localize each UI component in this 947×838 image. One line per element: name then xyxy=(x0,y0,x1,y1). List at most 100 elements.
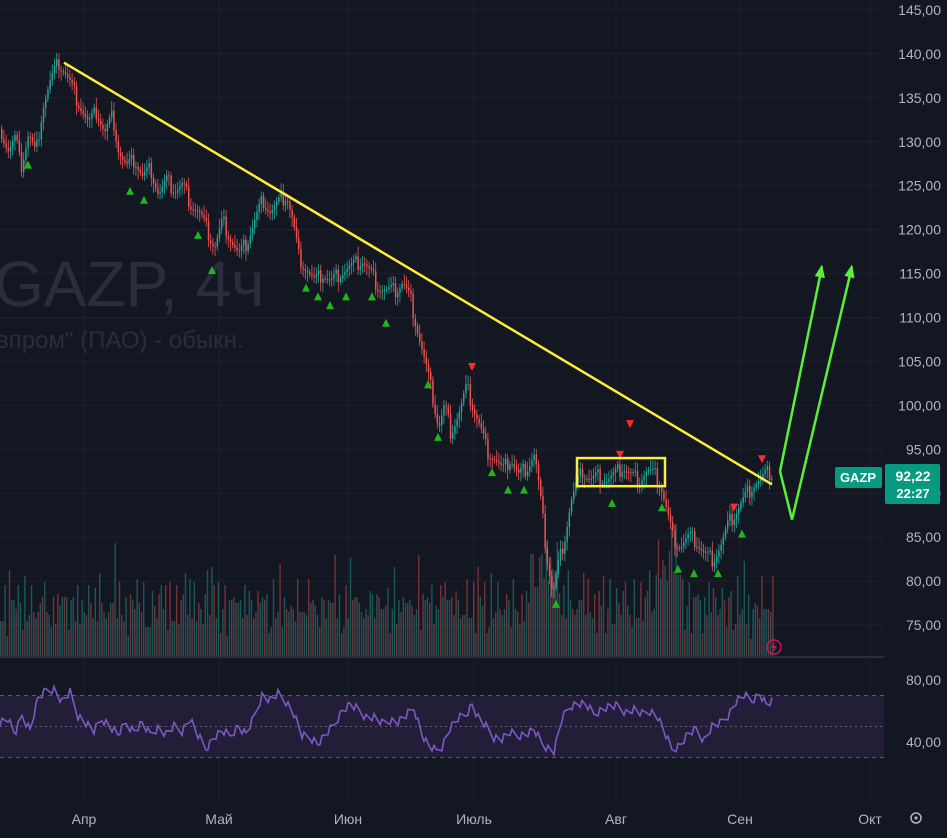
candle-body xyxy=(188,187,190,207)
volume-bar xyxy=(552,569,554,657)
volume-bar xyxy=(143,582,145,657)
candle-body xyxy=(245,239,247,252)
volume-bar xyxy=(475,633,477,657)
drawing-annotations[interactable] xyxy=(63,61,855,520)
rsi-axis[interactable]: 80,00 40,00 xyxy=(906,672,941,750)
lightning-icon[interactable] xyxy=(766,639,782,655)
candle-body xyxy=(416,326,419,334)
volume-bar xyxy=(433,624,435,657)
candle-body xyxy=(295,227,298,239)
candle-body xyxy=(27,136,29,149)
price-axis[interactable]: 145,00 140,00 135,00 130,00 125,00 120,00 115,… xyxy=(898,2,941,633)
volume-bar xyxy=(734,624,737,657)
consolidation-box[interactable] xyxy=(575,456,667,488)
volume-bar xyxy=(171,621,173,657)
settings-icon[interactable] xyxy=(910,812,922,824)
volume-bar xyxy=(127,636,129,657)
trendline[interactable] xyxy=(63,61,773,486)
candle-body xyxy=(680,547,683,549)
volume-bar xyxy=(495,612,497,657)
volume-bar xyxy=(620,615,622,657)
volume-bar xyxy=(767,609,770,657)
volume-bar xyxy=(132,600,134,657)
candle-body xyxy=(667,507,670,515)
candle-body xyxy=(386,289,388,291)
volume-bar xyxy=(30,585,33,657)
rsi-tick-label: 40,00 xyxy=(906,734,941,750)
candle-body xyxy=(69,77,71,80)
candle-body xyxy=(137,166,139,170)
candle-body xyxy=(634,471,637,473)
volume-bar xyxy=(569,600,572,657)
volume-bar xyxy=(712,588,715,657)
volume-bar xyxy=(455,591,457,657)
candle-body xyxy=(564,541,566,554)
volume-bar xyxy=(8,570,11,657)
time-axis[interactable]: Апр Май Июн Июль Авг Сен Окт xyxy=(72,811,883,827)
candle-body xyxy=(333,273,335,279)
volume-bar xyxy=(323,600,325,657)
volume-bar xyxy=(587,579,589,657)
candle-body xyxy=(621,472,623,477)
volume-bar xyxy=(176,585,178,657)
volume-bar xyxy=(770,612,772,657)
volume-bar xyxy=(534,587,536,657)
volume-bar xyxy=(415,609,418,657)
volume-bar xyxy=(338,594,341,657)
volume-bar xyxy=(332,603,334,657)
buy-signal-marker xyxy=(690,569,698,578)
volume-bar xyxy=(156,618,158,657)
candle-body xyxy=(603,482,606,484)
candle-body xyxy=(414,318,417,327)
price-tick-label: 115,00 xyxy=(899,266,941,282)
candle-body xyxy=(229,239,232,242)
volume-bar xyxy=(220,633,222,657)
volume-bar xyxy=(72,597,74,657)
candle-body xyxy=(421,341,423,350)
volume-bar xyxy=(492,618,495,657)
forecast-arrow[interactable] xyxy=(778,266,854,520)
volume-bar xyxy=(158,594,160,657)
candle-body xyxy=(683,542,685,548)
forecast-arrow[interactable] xyxy=(778,266,824,472)
volume-bar xyxy=(103,612,105,657)
sell-signal-marker xyxy=(616,450,624,459)
volume-bar xyxy=(695,597,697,657)
volume-bar xyxy=(198,603,200,657)
volume-bar xyxy=(112,603,114,657)
volume-bar xyxy=(701,633,704,657)
volume-bar xyxy=(629,615,631,657)
candle-body xyxy=(278,197,280,202)
candle-body xyxy=(304,269,307,271)
candle-body xyxy=(56,59,58,67)
volume-bar xyxy=(563,585,565,657)
candle-body xyxy=(511,464,513,466)
candle-body xyxy=(104,129,106,132)
volume-bar xyxy=(539,557,541,657)
candle-body xyxy=(546,547,549,564)
candle-body xyxy=(463,393,465,403)
candle-body xyxy=(553,587,555,589)
candle-body xyxy=(355,256,357,260)
volume-bar xyxy=(235,603,237,657)
volume-bar xyxy=(642,621,644,657)
volume-bar xyxy=(690,633,693,657)
candle-body xyxy=(240,245,243,252)
candle-body xyxy=(67,74,69,78)
candle-body xyxy=(47,89,49,99)
volume-bar xyxy=(134,609,136,657)
volume-bar xyxy=(541,554,543,657)
candle-body xyxy=(698,546,700,549)
volume-bar xyxy=(477,567,479,657)
volume-bar xyxy=(402,597,404,657)
candle-body xyxy=(573,491,575,500)
candle-body xyxy=(755,484,758,488)
volume-bar xyxy=(759,618,761,657)
volume-bar xyxy=(0,621,2,657)
volume-bar xyxy=(325,618,327,657)
candle-body xyxy=(535,454,538,465)
candle-body xyxy=(361,263,364,267)
volume-bar xyxy=(532,554,534,657)
volume-bar xyxy=(481,606,484,657)
